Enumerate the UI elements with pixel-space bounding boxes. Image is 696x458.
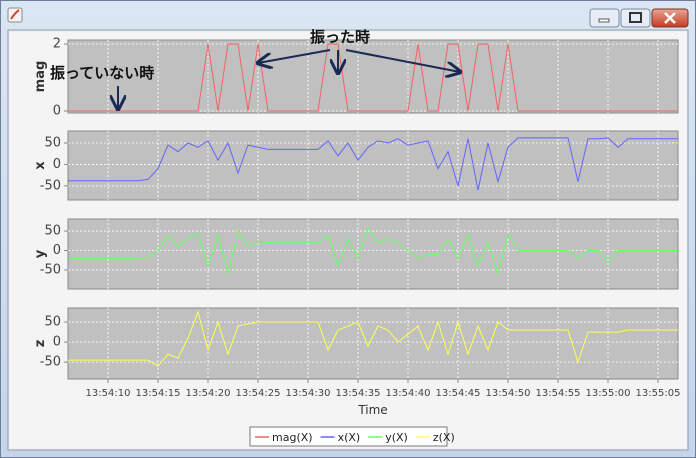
y-tick-label: 2 bbox=[53, 37, 61, 52]
annotation: 振っていない時 bbox=[50, 64, 154, 82]
y-tick-label: -50 bbox=[40, 178, 61, 193]
data-line bbox=[68, 226, 678, 276]
x-tick-label: 13:54:15 bbox=[136, 388, 181, 399]
x-tick-label: 13:54:40 bbox=[386, 388, 431, 399]
app-icon-mark bbox=[10, 9, 20, 20]
y-tick-label: 50 bbox=[44, 315, 61, 330]
y-axis-label: z bbox=[33, 340, 48, 348]
y-tick-label: 0 bbox=[53, 243, 61, 258]
legend-box bbox=[249, 426, 448, 447]
y-tick-label: -50 bbox=[40, 355, 61, 370]
series-group bbox=[68, 137, 678, 191]
y-axis-label: x bbox=[33, 161, 48, 170]
plot-area bbox=[67, 218, 679, 290]
series-group bbox=[68, 43, 678, 112]
data-line bbox=[68, 310, 678, 367]
maximize-icon bbox=[629, 12, 642, 23]
x-tick-label: 13:54:30 bbox=[286, 388, 331, 399]
x-tick-label: 13:54:45 bbox=[436, 388, 481, 399]
legend-label: z(X) bbox=[433, 431, 455, 444]
annotation-arrow bbox=[258, 49, 331, 63]
y-axis-label: mag bbox=[33, 61, 48, 93]
minimize-button[interactable] bbox=[589, 8, 620, 28]
x-tick-label: 13:54:35 bbox=[336, 388, 381, 399]
plot-area bbox=[67, 39, 679, 114]
minimize-icon bbox=[598, 18, 610, 23]
y-tick-label: 0 bbox=[53, 157, 61, 172]
y-tick-label: 50 bbox=[44, 224, 61, 239]
legend-label: y(X) bbox=[385, 431, 408, 444]
x-tick-label: 13:55:00 bbox=[586, 388, 631, 399]
x-tick-label: 13:54:25 bbox=[236, 388, 281, 399]
y-tick-label: 50 bbox=[44, 136, 61, 151]
x-tick-label: 13:54:20 bbox=[186, 388, 231, 399]
plot-area bbox=[67, 130, 679, 201]
x-tick-label: 13:54:50 bbox=[486, 388, 531, 399]
data-line bbox=[68, 43, 678, 112]
maximize-button[interactable] bbox=[620, 8, 651, 28]
data-line bbox=[68, 137, 678, 191]
y-tick-label: 0 bbox=[53, 335, 61, 350]
annotation-arrow bbox=[345, 49, 460, 72]
legend-label: mag(X) bbox=[272, 431, 313, 444]
x-tick-label: 13:54:10 bbox=[86, 388, 131, 399]
legend-label: x(X) bbox=[338, 431, 361, 444]
y-tick-label: 0 bbox=[53, 103, 61, 118]
y-tick-label: -50 bbox=[40, 262, 61, 277]
x-tick-label: 13:55:05 bbox=[636, 388, 681, 399]
x-axis-label: Time bbox=[357, 403, 387, 417]
series-group bbox=[68, 310, 678, 367]
close-icon bbox=[664, 12, 676, 24]
x-tick-label: 13:54:55 bbox=[536, 388, 581, 399]
annotation: 振った時 bbox=[310, 28, 370, 46]
y-axis-label: y bbox=[33, 249, 48, 258]
series-group bbox=[68, 226, 678, 276]
plot-area bbox=[67, 307, 679, 380]
